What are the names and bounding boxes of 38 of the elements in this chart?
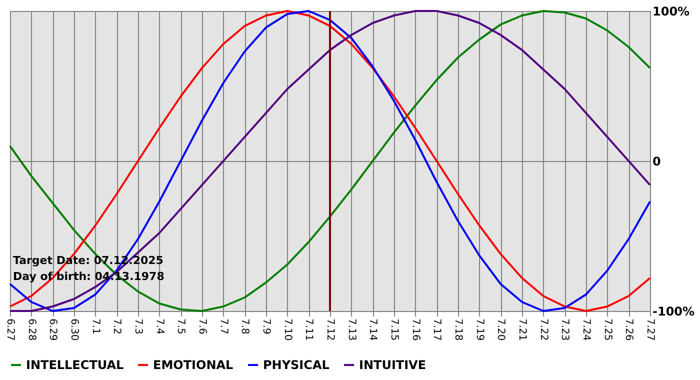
x-tick-label: 7.20: [495, 318, 506, 341]
legend-label: INTELLECTUAL: [26, 358, 124, 372]
x-tick-label: 7.13: [346, 318, 357, 341]
x-tick-label: 7.9: [260, 318, 272, 334]
x-tick-label: 6.30: [68, 318, 80, 341]
x-tick-label: 7.26: [623, 318, 634, 341]
x-tick-label: 7.14: [367, 318, 378, 341]
x-tick-label: 7.25: [602, 318, 613, 341]
x-tick-label: 7.12: [324, 318, 336, 341]
x-tick-label: 6.28: [26, 318, 37, 341]
legend-label: EMOTIONAL: [153, 358, 234, 372]
x-tick-label: 7.6: [196, 318, 208, 334]
x-tick-label: 7.3: [132, 318, 144, 334]
y-tick-label: -100%: [652, 304, 695, 318]
legend-label: INTUITIVE: [359, 358, 426, 372]
x-tick-label: 7.10: [282, 318, 293, 341]
x-tick-label: 7.27: [644, 318, 656, 341]
y-tick-label: 100%: [652, 4, 690, 18]
x-tick-label: 7.8: [239, 318, 250, 334]
x-tick-label: 7.16: [410, 318, 421, 341]
x-tick-label: 7.22: [538, 318, 549, 341]
legend-label: PHYSICAL: [263, 358, 330, 372]
x-tick-label: 7.2: [111, 318, 122, 334]
x-tick-label: 7.18: [452, 318, 464, 341]
x-tick-label: 7.1: [90, 318, 101, 334]
x-tick-label: 7.19: [474, 318, 485, 341]
x-tick-label: 7.17: [431, 318, 442, 341]
x-tick-label: 6.29: [47, 318, 58, 341]
x-tick-label: 7.11: [303, 318, 314, 341]
x-tick-label: 6.27: [4, 318, 16, 341]
x-tick-label: 7.21: [516, 318, 528, 341]
x-tick-label: 7.24: [580, 318, 592, 341]
x-tick-label: 7.7: [218, 318, 229, 334]
x-tick-label: 7.15: [388, 318, 400, 341]
y-tick-label: 0: [652, 154, 661, 168]
x-tick-label: 7.4: [154, 318, 165, 334]
x-tick-label: 7.23: [559, 318, 570, 341]
x-tick-label: 7.5: [175, 318, 186, 334]
